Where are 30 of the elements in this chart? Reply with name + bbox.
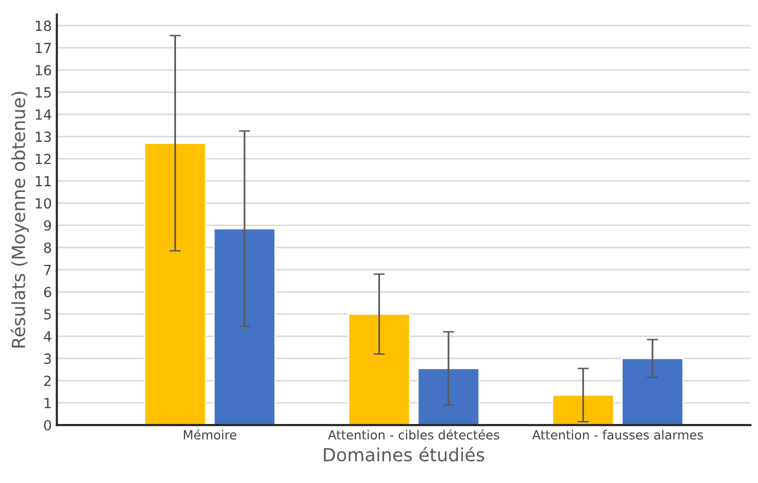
y-tick-label: 1	[44, 398, 51, 408]
bar	[348, 313, 410, 426]
y-tick-label: 11	[36, 176, 51, 186]
x-tick-label: Attention - cibles détectées	[328, 429, 500, 440]
y-tick-label: 6	[44, 286, 52, 298]
y-tick-label: 18	[36, 20, 52, 32]
x-tick-label: Mémoire	[184, 429, 236, 440]
x-axis-title: Domaines étudiés	[324, 446, 484, 462]
y-tick-label: 3	[44, 353, 51, 364]
y-tick-label: 7	[44, 264, 51, 275]
y-tick-label: 4	[44, 331, 52, 342]
y-tick-label: 0	[44, 420, 52, 431]
y-tick-label: 15	[36, 87, 51, 98]
bar	[552, 394, 614, 426]
y-tick-label: 2	[44, 376, 51, 386]
y-tick-label: 9	[44, 220, 52, 231]
y-axis-title: Résulats (Moyenne obtenue)	[10, 92, 29, 348]
y-tick-label: 13	[36, 132, 51, 142]
y-tick-label: 10	[36, 198, 52, 209]
y-tick-label: 17	[36, 42, 51, 54]
x-tick-label: Attention - fausses alarmes	[532, 430, 703, 440]
bar	[213, 228, 276, 426]
y-tick-label: 12	[36, 154, 51, 164]
y-tick-label: 14	[36, 110, 52, 120]
bar	[144, 142, 206, 426]
y-tick-label: 8	[44, 242, 52, 253]
bar	[621, 358, 684, 426]
bar	[417, 368, 480, 426]
y-tick-label: 5	[44, 309, 51, 320]
y-tick-label: 16	[36, 64, 52, 76]
